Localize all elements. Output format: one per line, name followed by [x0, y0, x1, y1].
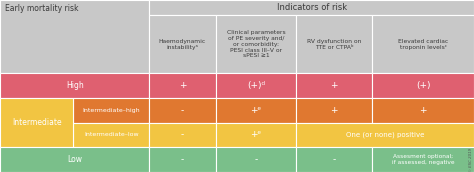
FancyBboxPatch shape [296, 122, 474, 147]
Text: -: - [333, 155, 336, 164]
Text: One (or none) positive: One (or none) positive [346, 132, 424, 138]
FancyBboxPatch shape [296, 73, 372, 98]
FancyBboxPatch shape [296, 147, 372, 172]
Text: +: + [330, 81, 338, 90]
FancyBboxPatch shape [149, 73, 216, 98]
FancyBboxPatch shape [216, 122, 296, 147]
FancyBboxPatch shape [0, 98, 73, 147]
Text: -: - [255, 155, 257, 164]
Text: Early mortality risk: Early mortality risk [5, 4, 78, 13]
Text: Intermediate–high: Intermediate–high [82, 108, 140, 113]
Text: Intermediate–low: Intermediate–low [84, 132, 139, 137]
Text: +: + [419, 106, 427, 115]
Text: (+)ᵈ: (+)ᵈ [247, 81, 265, 90]
FancyBboxPatch shape [149, 98, 216, 122]
FancyBboxPatch shape [73, 98, 149, 122]
FancyBboxPatch shape [372, 15, 474, 73]
FancyBboxPatch shape [149, 122, 216, 147]
Text: Intermediate: Intermediate [12, 118, 62, 127]
Text: Haemodynamic
instabilityᵃ: Haemodynamic instabilityᵃ [159, 39, 206, 50]
Text: (+): (+) [416, 81, 430, 90]
FancyBboxPatch shape [0, 0, 149, 73]
Text: +ᵉ: +ᵉ [250, 106, 262, 115]
FancyBboxPatch shape [149, 0, 474, 15]
FancyBboxPatch shape [216, 147, 296, 172]
Text: Elevated cardiac
troponin levelsᶜ: Elevated cardiac troponin levelsᶜ [398, 39, 448, 50]
Text: +ᵉ: +ᵉ [250, 130, 262, 139]
Text: © ESC 2019: © ESC 2019 [469, 148, 473, 172]
FancyBboxPatch shape [372, 73, 474, 98]
FancyBboxPatch shape [73, 122, 149, 147]
Text: Low: Low [67, 155, 82, 164]
Text: +: + [330, 106, 338, 115]
FancyBboxPatch shape [296, 15, 372, 73]
FancyBboxPatch shape [216, 73, 296, 98]
Text: High: High [66, 81, 83, 90]
FancyBboxPatch shape [149, 15, 216, 73]
Text: Clinical parameters
of PE severity and/
or comorbidity:
PESI class III–V or
sPES: Clinical parameters of PE severity and/ … [227, 30, 285, 58]
Text: -: - [181, 130, 184, 139]
Text: RV dysfunction on
TTE or CTPAᵇ: RV dysfunction on TTE or CTPAᵇ [307, 39, 361, 50]
Text: Assesment optional;
if assessed, negative: Assesment optional; if assessed, negativ… [392, 154, 455, 165]
FancyBboxPatch shape [0, 73, 149, 98]
FancyBboxPatch shape [372, 98, 474, 122]
FancyBboxPatch shape [216, 98, 296, 122]
FancyBboxPatch shape [216, 15, 296, 73]
FancyBboxPatch shape [296, 98, 372, 122]
Text: -: - [181, 155, 184, 164]
FancyBboxPatch shape [372, 147, 474, 172]
Text: +: + [179, 81, 186, 90]
FancyBboxPatch shape [0, 147, 149, 172]
FancyBboxPatch shape [149, 147, 216, 172]
Text: Indicators of risk: Indicators of risk [277, 3, 346, 12]
Text: -: - [181, 106, 184, 115]
